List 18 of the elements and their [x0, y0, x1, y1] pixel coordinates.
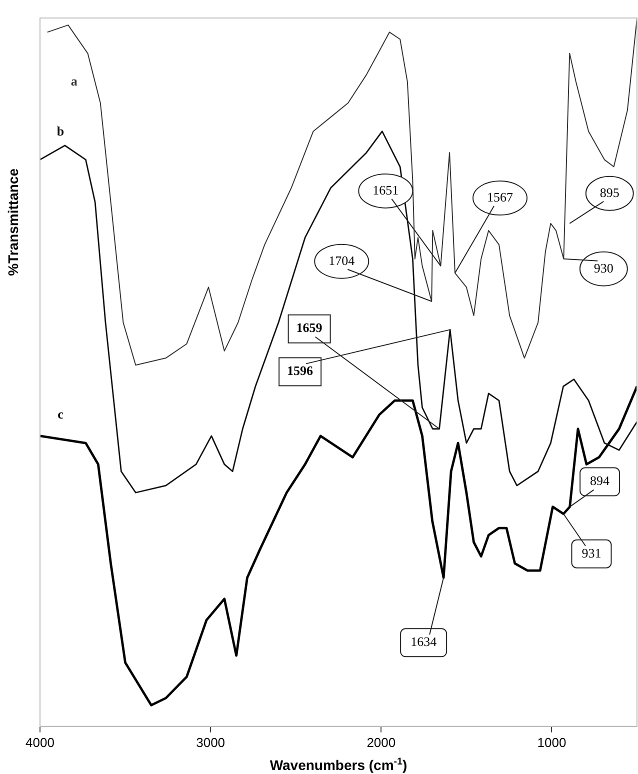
x-tick-label: 1000: [537, 734, 566, 750]
x-tick-label: 2000: [366, 734, 396, 750]
annotation: 1634: [410, 634, 438, 650]
series-label: a: [70, 74, 78, 89]
series-label: b: [56, 123, 64, 138]
series-label: c: [58, 406, 64, 422]
x-tick-label: 4000: [26, 734, 54, 750]
annotation: 1704: [328, 252, 356, 268]
annotation: 894: [590, 473, 610, 488]
annotation: 895: [600, 184, 620, 200]
y-axis-title: %Transmittance: [5, 168, 21, 276]
annotation: 930: [594, 260, 614, 276]
annotation: 1596: [287, 363, 314, 378]
annotation: 931: [582, 545, 602, 560]
x-tick-label: 3000: [196, 734, 226, 750]
annotation: 1659: [296, 320, 323, 336]
annotation: 1651: [372, 182, 399, 198]
annotation: 1567: [487, 189, 514, 204]
